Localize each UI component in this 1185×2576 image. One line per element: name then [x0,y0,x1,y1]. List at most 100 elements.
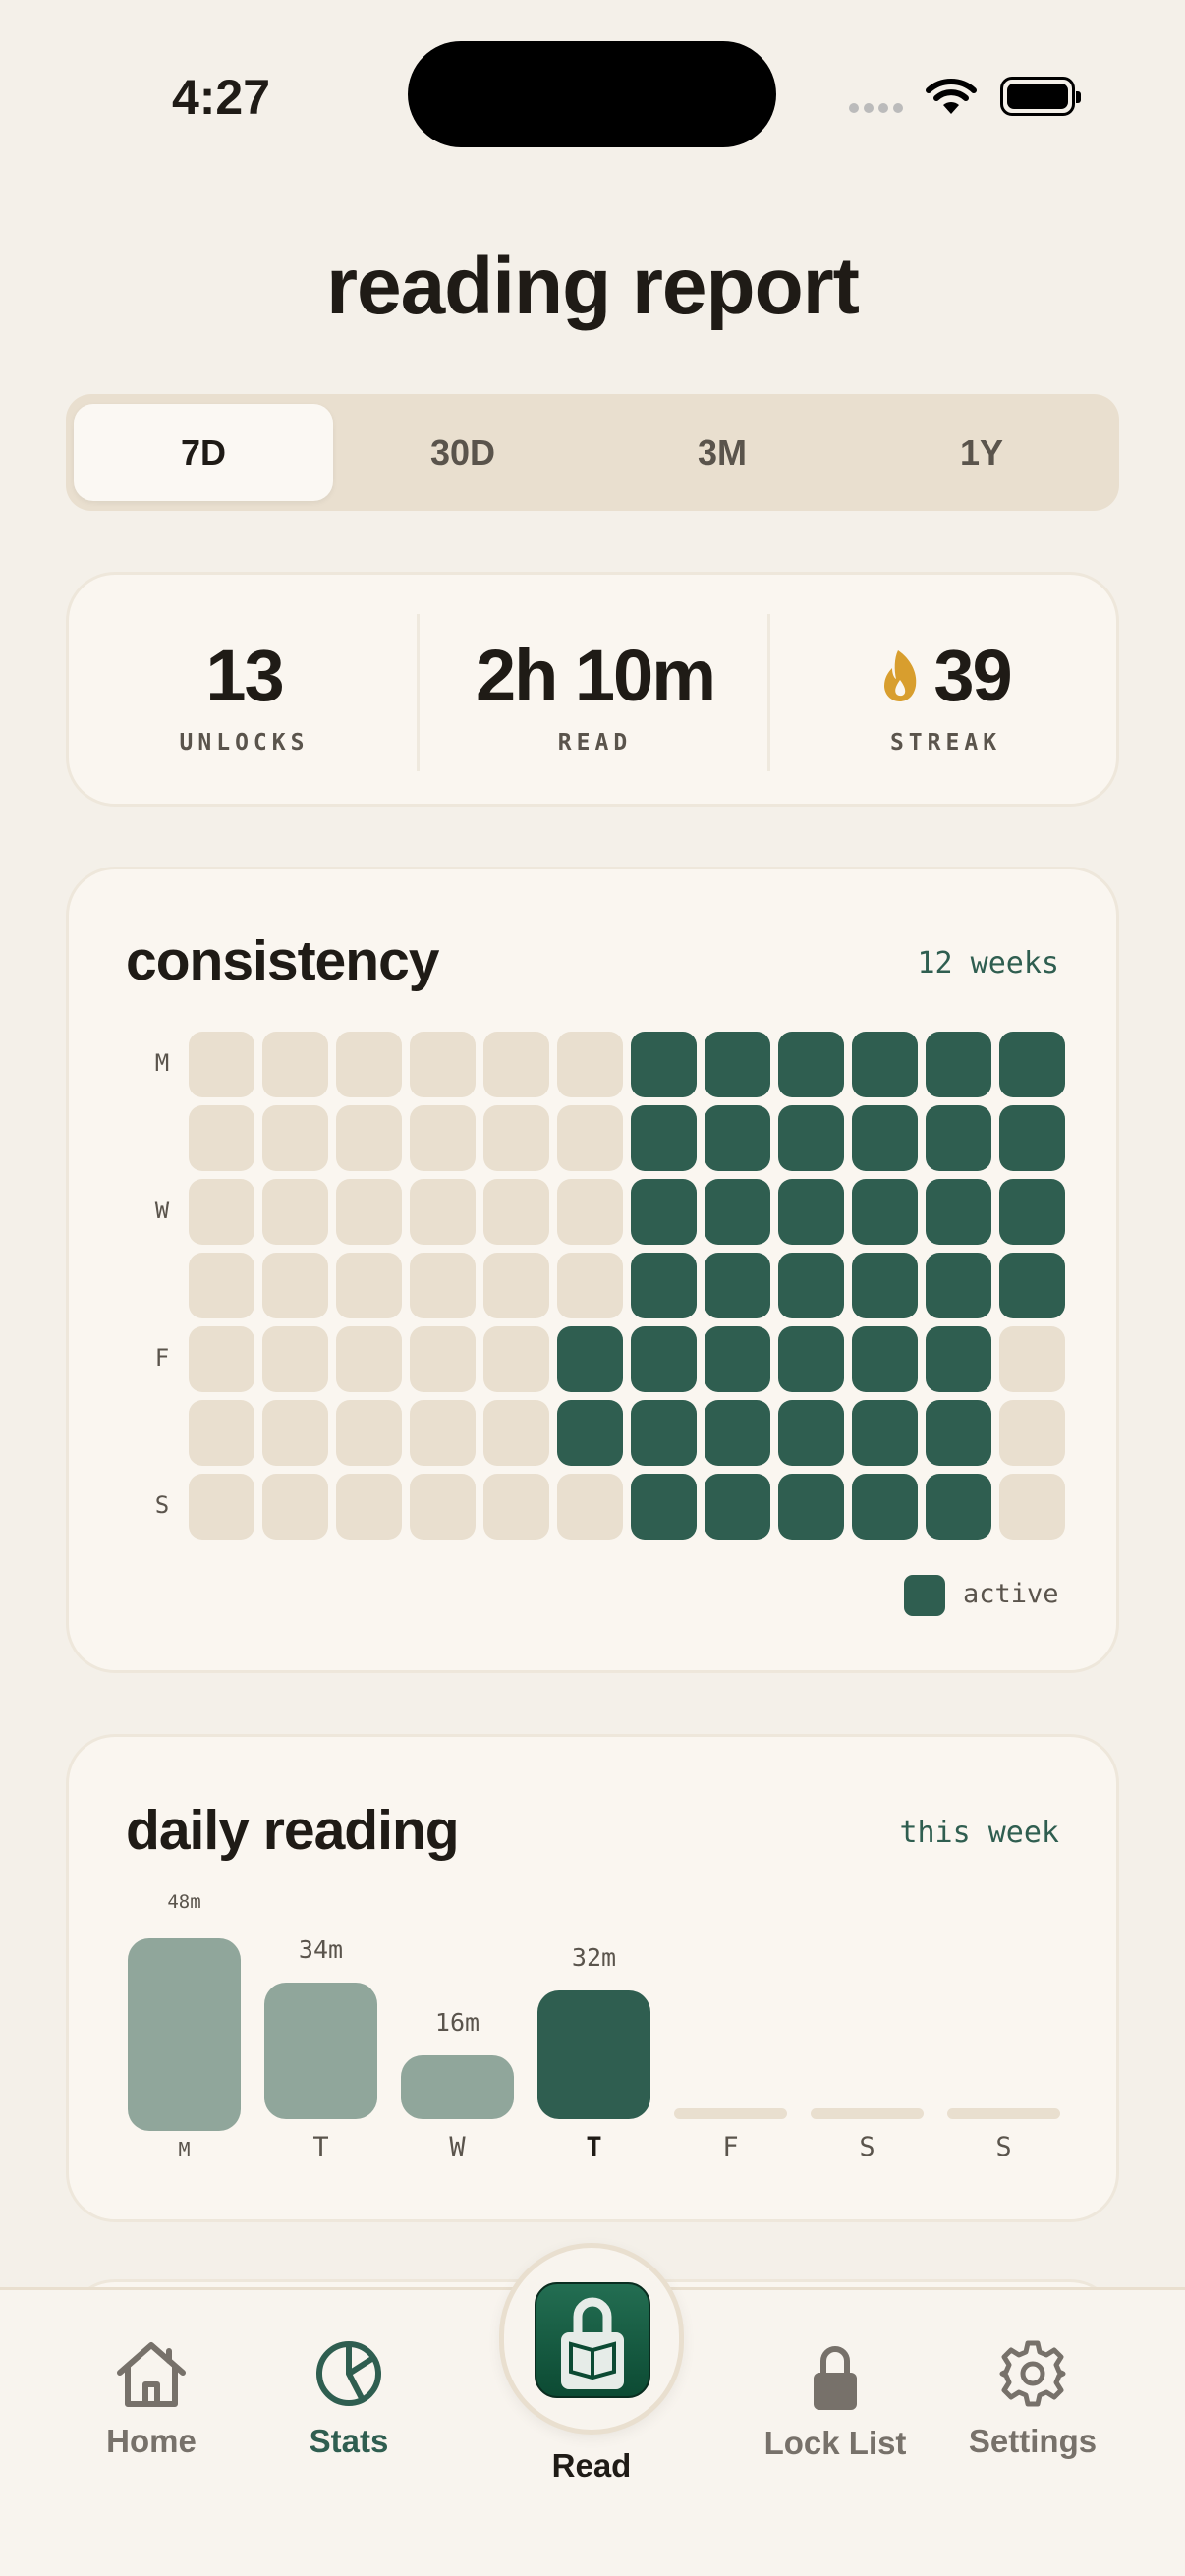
grid-cell-active [631,1326,697,1392]
tab-30d[interactable]: 30D [429,431,496,473]
grid-cell-inactive [483,1326,549,1392]
streak-label: STREAK [889,730,1002,756]
consistency-card: consistency 12 weeks M W F S active [66,867,1119,1673]
battery-icon [1000,77,1081,116]
consistency-title: consistency [126,929,439,992]
grid-cell-inactive [262,1400,328,1466]
grid-cell-inactive [336,1326,402,1392]
tab-read-label: Read [551,2447,632,2484]
grid-cell-active [926,1179,991,1245]
bar-2 [401,2054,514,2119]
grid-cell-inactive [410,1032,476,1097]
day-label: S [995,2132,1012,2162]
grid-cell-inactive [557,1253,623,1318]
grid-cell-inactive [262,1032,328,1097]
divider [417,614,420,771]
grid-cell-active [926,1032,991,1097]
flame-icon [884,649,917,701]
tab-stats-label: Stats [309,2423,389,2459]
consistency-period: 12 weeks [917,946,1060,980]
grid-cell-active [631,1179,697,1245]
wifi-icon [926,79,977,114]
bar-value-label: 16m [434,2007,480,2037]
tab-7d[interactable]: 7D [74,404,333,501]
grid-cell-active [778,1326,844,1392]
grid-cell-inactive [336,1253,402,1318]
grid-cell-active [557,1326,623,1392]
day-label: W [449,2132,466,2162]
grid-cell-active [926,1474,991,1540]
grid-cell-inactive [410,1105,476,1171]
grid-cell-inactive [557,1105,623,1171]
read-value: 2h 10m [475,635,716,716]
tab-lock-list[interactable]: Lock List [747,2345,924,2462]
row-label: M [154,1049,170,1077]
grid-cell-active [999,1179,1065,1245]
unlocks-value: 13 [205,635,284,716]
grid-cell-active [852,1179,918,1245]
read-button[interactable] [499,2243,684,2435]
grid-cell-inactive [189,1326,254,1392]
bar-1 [264,1983,377,2119]
grid-cell-active [999,1032,1065,1097]
grid-cell-active [926,1105,991,1171]
grid-cell-active [852,1032,918,1097]
lock-book-icon [535,2282,650,2398]
grid-cell-active [557,1400,623,1466]
grid-cell-inactive [262,1105,328,1171]
grid-cell-inactive [999,1474,1065,1540]
bar-empty-5 [811,2108,924,2119]
tab-home-label: Home [106,2423,197,2459]
grid-cell-active [631,1253,697,1318]
grid-cell-inactive [189,1474,254,1540]
grid-cell-inactive [410,1326,476,1392]
bar-value-label: 48m [167,1891,201,1914]
grid-cell-active [778,1179,844,1245]
bar-empty-4 [674,2108,787,2119]
grid-cell-active [852,1326,918,1392]
tab-3m[interactable]: 3M [697,431,747,473]
tab-home[interactable]: Home [63,2339,240,2460]
grid-cell-inactive [410,1253,476,1318]
unlocks-label: UNLOCKS [179,730,310,756]
grid-cell-inactive [262,1179,328,1245]
grid-cell-active [778,1474,844,1540]
grid-cell-active [631,1105,697,1171]
grid-cell-inactive [189,1253,254,1318]
grid-cell-active [705,1105,770,1171]
grid-cell-inactive [336,1474,402,1540]
row-label: F [154,1344,170,1372]
daily-reading-title: daily reading [126,1799,460,1862]
grid-cell-active [705,1400,770,1466]
grid-cell-active [778,1253,844,1318]
stats-card: 13 UNLOCKS 2h 10m READ 39 STREAK [66,572,1119,807]
grid-cell-active [852,1474,918,1540]
row-label: S [154,1491,170,1519]
grid-cell-active [705,1326,770,1392]
grid-cell-active [631,1032,697,1097]
grid-cell-active [999,1253,1065,1318]
grid-cell-inactive [410,1400,476,1466]
grid-cell-active [778,1105,844,1171]
tab-settings-label: Settings [968,2423,1098,2459]
grid-cell-inactive [557,1474,623,1540]
grid-cell-inactive [557,1179,623,1245]
grid-cell-active [778,1400,844,1466]
page-title: reading report [326,242,860,331]
grid-cell-inactive [410,1474,476,1540]
grid-cell-inactive [483,1253,549,1318]
dynamic-island [408,41,776,147]
grid-cell-active [926,1400,991,1466]
divider [767,614,770,771]
bar-value-label: 34m [298,1935,344,1965]
tab-1y[interactable]: 1Y [959,431,1004,473]
tab-stats[interactable]: Stats [260,2339,437,2460]
legend-active-label: active [963,1579,1059,1609]
day-label: S [859,2132,875,2162]
grid-cell-active [705,1179,770,1245]
tab-settings[interactable]: Settings [944,2339,1121,2460]
grid-cell-active [631,1400,697,1466]
grid-cell-active [852,1105,918,1171]
streak-value: 39 [933,635,1012,716]
grid-cell-active [705,1253,770,1318]
